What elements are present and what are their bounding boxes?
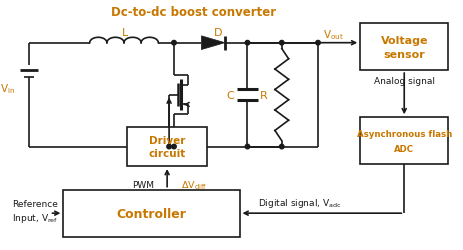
- Text: PWM: PWM: [131, 180, 154, 190]
- Text: ADC: ADC: [394, 144, 413, 154]
- Text: $\Delta$V$_{\mathsf{diff}}$: $\Delta$V$_{\mathsf{diff}}$: [181, 179, 206, 191]
- Text: R: R: [260, 90, 268, 100]
- Circle shape: [315, 41, 319, 46]
- Bar: [127, 128, 207, 166]
- Circle shape: [279, 145, 283, 149]
- Text: L: L: [122, 28, 128, 38]
- Circle shape: [171, 41, 176, 46]
- Circle shape: [244, 145, 249, 149]
- Text: Driver: Driver: [149, 135, 185, 145]
- Text: Controller: Controller: [116, 207, 186, 220]
- Circle shape: [244, 41, 249, 46]
- Text: V$_{\mathsf{in}}$: V$_{\mathsf{in}}$: [0, 82, 15, 95]
- Text: Analog signal: Analog signal: [373, 77, 434, 86]
- Circle shape: [171, 145, 176, 149]
- Bar: [359, 24, 447, 71]
- Circle shape: [279, 41, 283, 46]
- Text: V$_{\mathsf{out}}$: V$_{\mathsf{out}}$: [322, 28, 343, 42]
- Text: Input, V$_{\mathsf{ref}}$: Input, V$_{\mathsf{ref}}$: [13, 211, 58, 224]
- Bar: [63, 190, 239, 237]
- Polygon shape: [201, 37, 225, 50]
- Text: Voltage: Voltage: [380, 36, 427, 46]
- Text: D: D: [213, 28, 222, 38]
- Text: Dc-to-dc boost converter: Dc-to-dc boost converter: [111, 6, 275, 19]
- Bar: [359, 118, 447, 164]
- Text: Reference: Reference: [13, 199, 58, 208]
- Text: Digital signal, V$_{\mathsf{adc}}$: Digital signal, V$_{\mathsf{adc}}$: [257, 196, 341, 209]
- Text: circuit: circuit: [148, 149, 185, 159]
- Text: Asynchronous flash: Asynchronous flash: [356, 130, 451, 139]
- Circle shape: [167, 145, 171, 149]
- Text: sensor: sensor: [382, 50, 424, 60]
- Text: C: C: [225, 90, 233, 100]
